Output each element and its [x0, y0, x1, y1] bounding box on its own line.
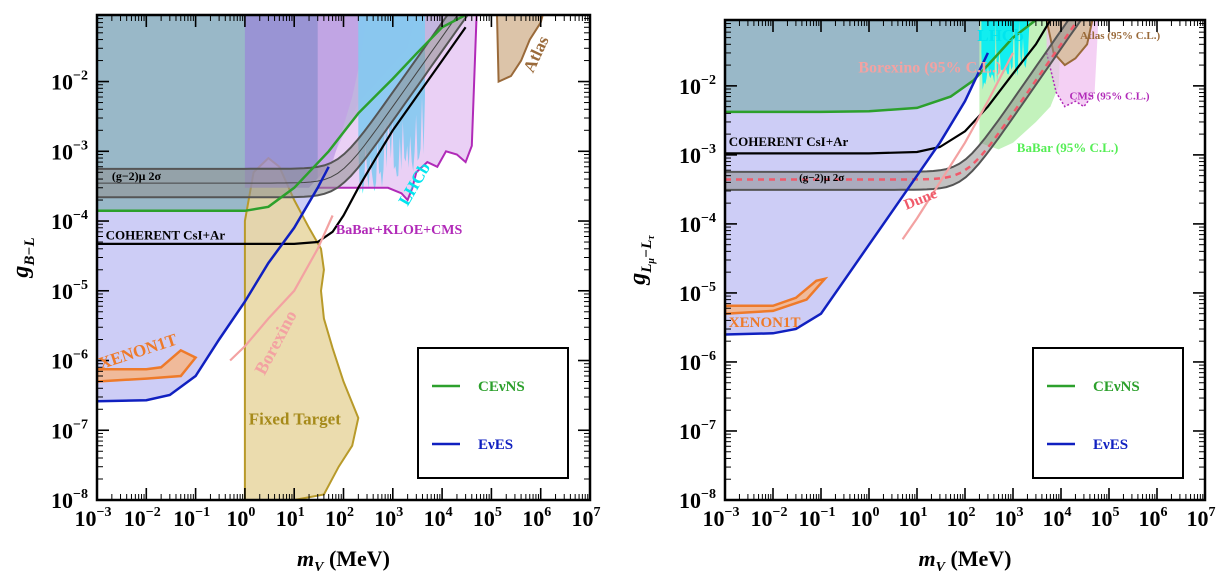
cevns-line — [725, 20, 1037, 114]
y-tick-base: 10 — [51, 279, 73, 304]
y-tick-base: 10 — [679, 281, 701, 306]
y-tick-exp: −8 — [701, 487, 716, 502]
fixed-target-label: Fixed Target — [249, 410, 341, 429]
coherent-label: COHERENT CsI+Ar — [106, 228, 226, 243]
y-tick-base: 10 — [679, 143, 701, 168]
x-tick-label: 101 — [899, 505, 928, 531]
x-tick-label: 107 — [572, 505, 601, 531]
x-tick-label: 105 — [473, 505, 502, 531]
x-tick-label: 100 — [851, 505, 880, 531]
borexino-line — [229, 215, 334, 362]
y-tick-exp: −6 — [73, 348, 88, 363]
y-tick-exp: −8 — [73, 487, 88, 502]
y-tick-exp: −3 — [73, 138, 88, 153]
y-tick-base: 10 — [679, 350, 701, 375]
x-tick-label: 10−1 — [173, 505, 210, 531]
legend-box — [417, 347, 569, 479]
g2-center — [97, 15, 459, 184]
y-tick-base: 10 — [679, 488, 701, 513]
x-tick-label: 106 — [522, 505, 551, 531]
x-tick-label: 107 — [1187, 505, 1216, 531]
coherent-line — [97, 26, 467, 245]
x-tick-label: 106 — [1139, 505, 1168, 531]
x-tick-label: 104 — [424, 505, 453, 531]
atlas-label: Atlas (95% C.L.) — [1080, 30, 1160, 42]
y-tick-base: 10 — [679, 74, 701, 99]
legend-label: CEνNS — [1093, 379, 1140, 395]
x-axis-label: mV (MeV) — [297, 546, 390, 575]
g2-label: (g−2)μ 2σ — [799, 172, 844, 184]
y-tick-base: 10 — [679, 212, 701, 237]
panel-2-regions — [725, 20, 1099, 336]
x-tick-label: 102 — [325, 505, 354, 531]
y-tick-base: 10 — [51, 418, 73, 443]
x-tick-label: 101 — [276, 505, 305, 531]
y-tick-exp: −7 — [73, 417, 88, 432]
y-axis-label: gLμ−Lτ — [625, 235, 657, 286]
x-tick-label: 10−1 — [799, 505, 836, 531]
y-tick-exp: −5 — [73, 278, 88, 293]
babar-kloe-cms-boundary — [317, 15, 478, 202]
y-tick-base: 10 — [51, 488, 73, 513]
x-tick-label: 10−2 — [124, 505, 161, 531]
xenon1t-label: XENON1T — [729, 315, 801, 331]
x-tick-label: 104 — [1043, 505, 1072, 531]
x-tick-label: 10−3 — [703, 505, 740, 531]
xenon1t-region — [725, 276, 829, 315]
cms-label: CMS (95% C.L.) — [1069, 91, 1149, 103]
borexino-label: Borexino (95% C.L.) — [858, 60, 1001, 77]
y-tick-base: 10 — [679, 419, 701, 444]
x-tick-label: 103 — [995, 505, 1024, 531]
y-tick-exp: −7 — [701, 418, 716, 433]
y-tick-exp: −4 — [701, 211, 716, 226]
y-tick-exp: −2 — [73, 69, 88, 84]
x-tick-label: 105 — [1091, 505, 1120, 531]
babar-label: BaBar (95% C.L.) — [1017, 140, 1119, 155]
x-tick-label: 10−3 — [75, 505, 112, 531]
y-axis-label: gB−L — [8, 237, 38, 278]
coherent-label: COHERENT CsI+Ar — [729, 134, 849, 149]
x-axis-label: mV (MeV) — [918, 546, 1011, 575]
legend-label: CEνNS — [478, 379, 525, 395]
g2-band — [725, 20, 1083, 191]
y-tick-exp: −4 — [73, 208, 88, 223]
x-tick-label: 103 — [374, 505, 403, 531]
legend-box — [1032, 347, 1184, 479]
lhcb-label: LHCb — [977, 26, 1023, 45]
coherent-line — [725, 20, 1052, 155]
y-tick-base: 10 — [51, 139, 73, 164]
eves-line — [725, 52, 990, 336]
y-tick-exp: −6 — [701, 349, 716, 364]
legend-2: CEνNS EνES — [1032, 347, 1184, 479]
eves-line — [97, 166, 330, 403]
x-tick-label: 10−2 — [751, 505, 788, 531]
x-tick-label: 100 — [226, 505, 255, 531]
g2-label: (g−2)μ 2σ — [112, 169, 162, 183]
y-tick-exp: −2 — [701, 73, 716, 88]
legend-label: EνES — [478, 437, 513, 453]
y-tick-exp: −5 — [701, 280, 716, 295]
atlas-region — [495, 15, 544, 84]
y-tick-base: 10 — [51, 209, 73, 234]
y-tick-exp: −3 — [701, 142, 716, 157]
legend-1: CEνNS EνES — [417, 347, 569, 479]
babar-kloe-cms-label: BaBar+KLOE+CMS — [336, 223, 463, 238]
panel-1-regions — [97, 15, 544, 500]
borexino-line — [901, 52, 1014, 240]
y-tick-base: 10 — [51, 349, 73, 374]
cevns-excluded-region — [725, 20, 1036, 112]
y-tick-base: 10 — [51, 70, 73, 95]
legend-label: EνES — [1093, 437, 1128, 453]
xenon1t-region — [97, 348, 198, 383]
x-tick-label: 102 — [947, 505, 976, 531]
lhcb-region — [981, 20, 1033, 90]
cevns-line — [97, 15, 467, 213]
